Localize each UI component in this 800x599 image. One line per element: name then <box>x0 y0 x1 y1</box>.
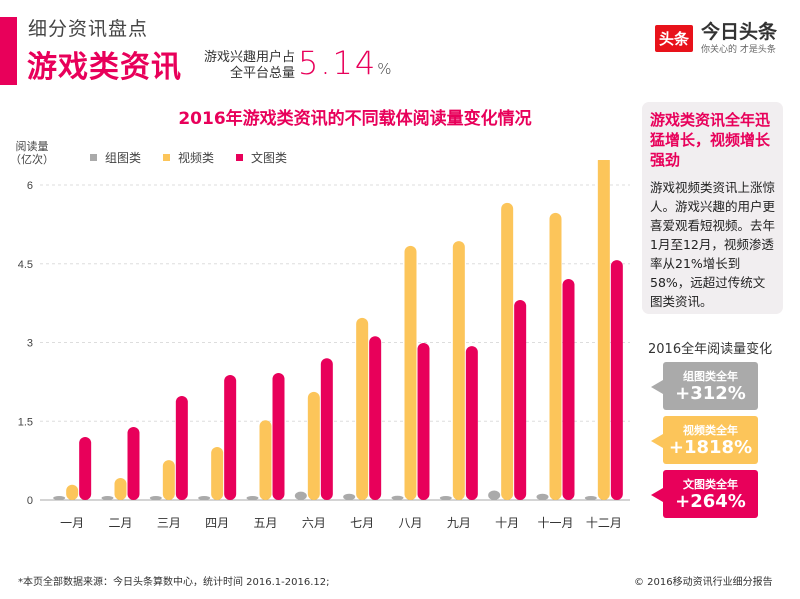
bar-gallery <box>198 496 211 500</box>
x-tick-label: 一月 <box>60 516 84 530</box>
bar-text <box>320 358 333 500</box>
bar-gallery <box>439 496 452 500</box>
x-tick-label: 三月 <box>157 516 181 530</box>
bar-text <box>79 437 92 500</box>
change-badge-video: 视频类全年 +1818% <box>651 416 758 464</box>
brand-logo: 头条 今日头条 你关心的 才是头条 <box>655 22 777 55</box>
bar-gallery <box>294 491 307 500</box>
bar-video <box>501 202 514 500</box>
x-tick-label: 十一月 <box>537 516 573 530</box>
x-tick-label: 十二月 <box>586 516 622 530</box>
bar-gallery <box>246 496 259 500</box>
y-axis-unit: （亿次） <box>10 153 54 166</box>
chart-title: 2016年游戏类资讯的不同载体阅读量变化情况 <box>178 109 532 129</box>
legend-label: 视频类 <box>178 151 215 165</box>
annual-change-title: 2016全年阅读量变化 <box>648 342 773 357</box>
insight-panel: 游戏类资讯全年迅猛增长，视频增长强劲 游戏视频类资讯上涨惊人。游戏兴趣的用户更喜… <box>642 102 783 314</box>
stat-label-line2: 全平台总量 <box>229 66 295 81</box>
bar-video <box>549 212 562 500</box>
copyright: © 2016移动资讯行业细分报告 <box>634 577 773 588</box>
x-tick-label: 六月 <box>302 516 326 530</box>
bar-video <box>259 420 272 500</box>
stat-label-line1: 游戏兴趣用户占 <box>203 50 295 65</box>
y-tick-label: 1.5 <box>18 416 33 428</box>
bar-gallery <box>149 496 162 500</box>
legend-item-gallery: 组图类 <box>90 149 141 166</box>
y-tick-label: 4.5 <box>18 259 33 271</box>
legend-label: 文图类 <box>251 151 288 165</box>
bar-gallery <box>391 495 404 500</box>
badge-value: +264% <box>675 491 746 512</box>
legend-swatch-text <box>236 154 244 161</box>
bar-text <box>417 343 430 500</box>
bar-video <box>597 160 610 500</box>
x-tick-label: 二月 <box>108 516 132 530</box>
bar-video <box>356 317 369 500</box>
stat-label: 游戏兴趣用户占 全平台总量 <box>200 50 295 82</box>
stat-unit: % <box>377 60 392 78</box>
logo-name: 今日头条 <box>701 21 778 43</box>
badge-value: +312% <box>675 383 746 404</box>
legend-item-text: 文图类 <box>236 149 287 166</box>
badge-label: 视频类全年 <box>683 424 738 437</box>
bar-video <box>162 460 175 500</box>
stat-number: 5.14 <box>298 44 378 82</box>
legend-item-video: 视频类 <box>163 149 214 166</box>
y-tick-label: 6 <box>27 180 33 192</box>
bar-text <box>465 346 478 500</box>
bar-gallery <box>488 490 501 500</box>
change-badge-text: 文图类全年 +264% <box>651 470 758 518</box>
bar-video <box>452 241 465 501</box>
bar-chart: 0 1.5 3 4.5 6 一月 二月 三月 四月 五月 六月 七月 八月 九月 十月 十一月 十二月 <box>18 160 630 530</box>
bar-text <box>127 427 140 500</box>
insight-body: 游戏视频类资讯上涨惊人。游戏兴趣的用户更喜爱观看短视频。去年1月至12月，视频渗… <box>650 180 776 309</box>
chart-legend: 组图类 视频类 文图类 <box>90 149 287 166</box>
badge-label: 文图类全年 <box>683 478 738 491</box>
legend-swatch-gallery <box>90 154 97 161</box>
bar-text <box>224 375 237 500</box>
logo-badge: 头条 <box>655 25 694 52</box>
bar-video <box>404 245 417 500</box>
bar-text <box>562 278 575 500</box>
insight-title: 游戏类资讯全年迅猛增长，视频增长强劲 <box>650 111 771 169</box>
change-badge-gallery: 组图类全年 +312% <box>651 362 758 410</box>
bar-gallery <box>101 496 114 500</box>
accent-bar <box>0 17 17 85</box>
x-tick-label: 四月 <box>205 516 229 530</box>
x-tick-label: 九月 <box>447 516 471 530</box>
logo-slogan: 你关心的 才是头条 <box>701 45 776 55</box>
bar-text <box>610 260 623 500</box>
x-tick-label: 十月 <box>495 516 519 530</box>
bar-video <box>114 477 127 500</box>
badge-value: +1818% <box>668 437 753 458</box>
bar-video <box>66 484 79 500</box>
bar-video <box>307 391 320 500</box>
bar-text <box>175 396 188 500</box>
bar-text <box>272 372 285 500</box>
legend-swatch-video <box>163 154 171 161</box>
bar-text <box>369 336 382 500</box>
bar-gallery <box>53 496 66 500</box>
y-axis-title: 阅读量 <box>15 140 49 153</box>
bar-video <box>211 446 224 500</box>
data-source-note: *本页全部数据来源：今日头条算数中心，统计时间 2016.1-2016.12; <box>18 577 330 588</box>
bar-gallery <box>536 493 549 500</box>
y-axis-label: 阅读量 （亿次） <box>10 140 54 166</box>
bar-gallery <box>584 496 597 500</box>
y-tick-label: 3 <box>27 338 33 350</box>
y-tick-label: 0 <box>27 495 33 507</box>
legend-label: 组图类 <box>105 151 142 165</box>
badge-label: 组图类全年 <box>683 370 738 383</box>
page-title: 游戏类资讯 <box>27 50 182 85</box>
stat-value: 5.14% <box>298 44 392 82</box>
section-kicker: 细分资讯盘点 <box>28 18 149 40</box>
x-tick-label: 八月 <box>398 516 422 530</box>
bar-gallery <box>343 493 356 500</box>
x-tick-label: 五月 <box>253 516 277 530</box>
bar-text <box>514 299 527 500</box>
x-tick-label: 七月 <box>350 516 374 530</box>
